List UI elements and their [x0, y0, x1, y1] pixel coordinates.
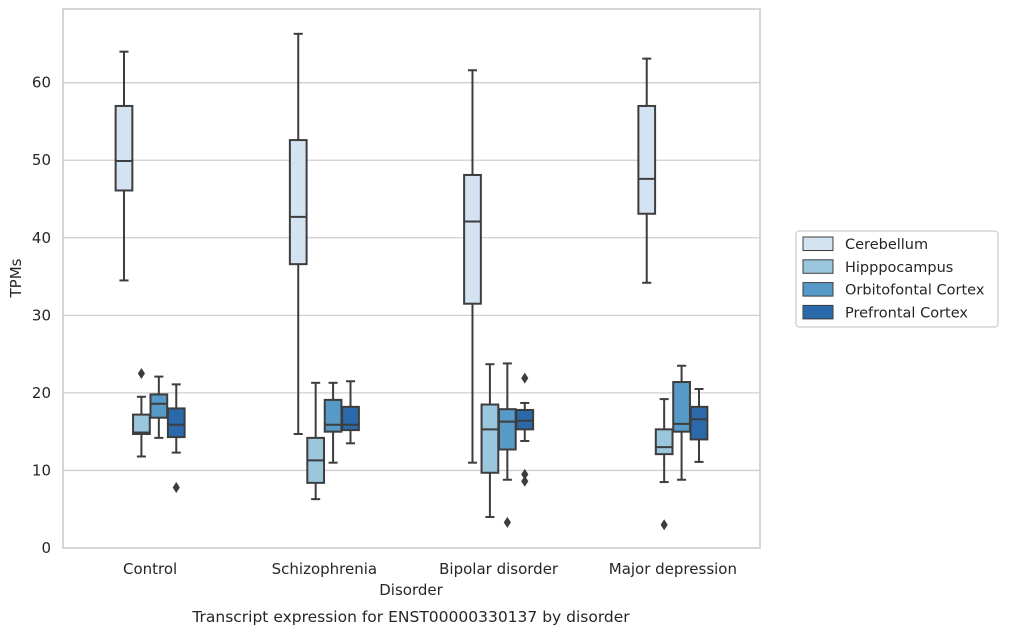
legend-label: Cerebellum	[845, 237, 928, 253]
box-group	[132, 368, 151, 458]
outlier-point	[172, 482, 180, 494]
legend: Cerebellum Hipppocampus Orbitofontal Corte…	[795, 230, 999, 328]
box-group	[637, 57, 657, 284]
box	[323, 398, 343, 433]
y-tick-label: 30	[32, 306, 51, 324]
box	[497, 408, 517, 451]
chart-caption: Transcript expression for ENST0000033013…	[191, 608, 630, 626]
box-group	[114, 50, 134, 282]
box-group	[166, 383, 186, 494]
box-group	[306, 381, 326, 501]
box	[480, 403, 500, 474]
y-tick-label: 40	[32, 229, 51, 247]
box	[166, 407, 186, 439]
box-group	[149, 375, 169, 439]
y-axis-label: TPMs	[7, 258, 25, 298]
x-tick-label: Bipolar disorder	[439, 560, 559, 578]
outlier-point	[521, 475, 529, 487]
box	[132, 413, 151, 435]
box	[689, 405, 709, 441]
box	[515, 408, 535, 431]
box-group	[515, 372, 535, 487]
box-group	[341, 380, 360, 445]
legend-label: Orbitofontal Cortex	[845, 283, 985, 299]
outlier-point	[521, 372, 529, 384]
x-tick-label: Control	[123, 560, 177, 578]
box	[463, 173, 482, 305]
legend-swatch	[802, 236, 834, 251]
box	[149, 393, 169, 419]
grid-layer	[63, 82, 760, 472]
box-group	[463, 69, 482, 464]
box-group	[654, 398, 674, 531]
legend-label: Prefrontal Cortex	[845, 305, 968, 321]
x-tick-label: Major depression	[609, 560, 737, 578]
outlier-point	[521, 468, 529, 480]
legend-label: Hipppocampus	[845, 260, 953, 276]
outlier-point	[503, 516, 511, 528]
box-group	[288, 32, 308, 435]
box-group	[323, 381, 343, 464]
box	[114, 104, 134, 192]
y-tick-label: 50	[32, 151, 51, 169]
x-tick-label: Schizophrenia	[272, 560, 377, 578]
y-tick-label: 10	[32, 461, 51, 479]
tick-layer: 0 10 20 30 40 50 60 Control Schizophrenia Bipolar…	[32, 74, 737, 578]
box-group	[480, 363, 500, 518]
box-group	[689, 388, 709, 463]
box-layer	[114, 32, 709, 531]
outlier-point	[137, 368, 146, 380]
box-group	[497, 362, 517, 528]
x-axis-label: Disorder	[379, 581, 443, 599]
outlier-point	[660, 519, 668, 531]
legend-swatch	[802, 259, 834, 274]
legend-swatch	[802, 304, 834, 320]
y-tick-label: 60	[32, 74, 51, 92]
box	[288, 139, 308, 266]
box	[341, 405, 360, 432]
plot-frame	[62, 8, 761, 549]
legend-frame	[795, 230, 999, 328]
box	[637, 104, 657, 215]
y-tick-label: 0	[41, 539, 51, 557]
y-tick-label: 20	[32, 384, 51, 402]
box	[654, 428, 674, 456]
legend-swatch	[802, 282, 834, 297]
box-group	[672, 364, 691, 481]
